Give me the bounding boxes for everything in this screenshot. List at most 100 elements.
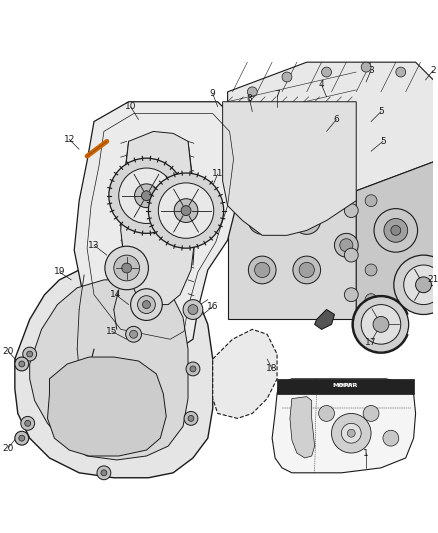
Text: 2: 2 bbox=[431, 66, 436, 75]
Circle shape bbox=[130, 330, 138, 338]
Circle shape bbox=[384, 219, 408, 243]
Text: 11: 11 bbox=[212, 169, 223, 179]
Circle shape bbox=[15, 357, 29, 371]
Circle shape bbox=[101, 470, 107, 476]
Circle shape bbox=[23, 347, 37, 361]
Circle shape bbox=[114, 255, 140, 281]
Circle shape bbox=[131, 289, 162, 320]
Circle shape bbox=[391, 225, 401, 236]
Circle shape bbox=[247, 87, 257, 97]
Circle shape bbox=[190, 366, 196, 372]
Text: 14: 14 bbox=[110, 290, 121, 299]
Circle shape bbox=[353, 297, 409, 352]
Circle shape bbox=[27, 351, 33, 357]
Text: 8: 8 bbox=[247, 94, 252, 103]
Circle shape bbox=[186, 362, 200, 376]
Text: 9: 9 bbox=[210, 90, 215, 98]
Circle shape bbox=[254, 213, 270, 228]
Circle shape bbox=[365, 294, 377, 305]
Polygon shape bbox=[30, 280, 188, 460]
Circle shape bbox=[365, 195, 377, 207]
Polygon shape bbox=[228, 191, 356, 319]
Polygon shape bbox=[272, 379, 416, 473]
Text: 1: 1 bbox=[363, 449, 369, 457]
Polygon shape bbox=[74, 102, 242, 349]
Circle shape bbox=[394, 255, 438, 314]
Text: 16: 16 bbox=[207, 302, 219, 311]
Polygon shape bbox=[314, 310, 335, 329]
Polygon shape bbox=[277, 379, 413, 394]
Text: 5: 5 bbox=[378, 107, 384, 116]
Circle shape bbox=[332, 414, 371, 453]
Circle shape bbox=[138, 296, 155, 313]
Text: 20: 20 bbox=[2, 346, 14, 356]
Circle shape bbox=[344, 204, 358, 217]
Circle shape bbox=[404, 265, 438, 304]
Circle shape bbox=[299, 213, 314, 228]
Circle shape bbox=[347, 429, 355, 437]
Circle shape bbox=[105, 246, 148, 290]
Polygon shape bbox=[121, 132, 196, 304]
Polygon shape bbox=[213, 329, 277, 418]
Circle shape bbox=[374, 208, 417, 252]
Polygon shape bbox=[228, 62, 435, 191]
Text: 17: 17 bbox=[365, 338, 377, 346]
Circle shape bbox=[184, 411, 198, 425]
Circle shape bbox=[344, 248, 358, 262]
Polygon shape bbox=[15, 265, 213, 478]
Text: 13: 13 bbox=[88, 241, 100, 250]
Circle shape bbox=[21, 416, 35, 430]
Text: 12: 12 bbox=[64, 135, 75, 144]
Circle shape bbox=[396, 67, 406, 77]
Polygon shape bbox=[47, 357, 166, 456]
Circle shape bbox=[341, 423, 361, 443]
Circle shape bbox=[248, 207, 276, 235]
Circle shape bbox=[148, 173, 224, 248]
Circle shape bbox=[142, 301, 150, 309]
Circle shape bbox=[321, 67, 332, 77]
Polygon shape bbox=[356, 161, 435, 319]
Circle shape bbox=[158, 183, 214, 238]
Circle shape bbox=[335, 233, 358, 257]
Text: 19: 19 bbox=[53, 268, 65, 277]
Text: 20: 20 bbox=[2, 443, 14, 453]
Polygon shape bbox=[223, 102, 356, 236]
Circle shape bbox=[282, 72, 292, 82]
Text: 10: 10 bbox=[125, 102, 136, 111]
Circle shape bbox=[141, 191, 152, 201]
Circle shape bbox=[97, 466, 111, 480]
Circle shape bbox=[119, 168, 174, 223]
Circle shape bbox=[293, 256, 321, 284]
Circle shape bbox=[416, 277, 431, 293]
Polygon shape bbox=[290, 397, 314, 458]
Circle shape bbox=[122, 263, 131, 273]
Circle shape bbox=[15, 431, 29, 445]
Circle shape bbox=[293, 207, 321, 235]
Circle shape bbox=[383, 430, 399, 446]
Circle shape bbox=[365, 264, 377, 276]
Circle shape bbox=[361, 62, 371, 72]
Circle shape bbox=[340, 239, 353, 252]
Circle shape bbox=[344, 288, 358, 302]
Text: 5: 5 bbox=[380, 137, 386, 146]
Circle shape bbox=[318, 406, 335, 422]
Circle shape bbox=[254, 262, 270, 278]
Text: MOPAR: MOPAR bbox=[332, 383, 358, 388]
Circle shape bbox=[363, 406, 379, 422]
Text: 6: 6 bbox=[334, 115, 339, 124]
Text: 15: 15 bbox=[106, 327, 117, 336]
Text: 3: 3 bbox=[368, 66, 374, 75]
Circle shape bbox=[361, 304, 401, 344]
Circle shape bbox=[109, 158, 184, 233]
Circle shape bbox=[181, 206, 191, 215]
Circle shape bbox=[183, 300, 203, 319]
Text: 18: 18 bbox=[266, 365, 278, 374]
Circle shape bbox=[126, 326, 141, 342]
Circle shape bbox=[299, 262, 314, 278]
Text: 7: 7 bbox=[274, 90, 280, 99]
Text: #ffffff: #ffffff bbox=[337, 383, 353, 388]
Circle shape bbox=[134, 184, 158, 208]
Circle shape bbox=[188, 304, 198, 314]
Circle shape bbox=[19, 435, 25, 441]
Circle shape bbox=[188, 415, 194, 422]
